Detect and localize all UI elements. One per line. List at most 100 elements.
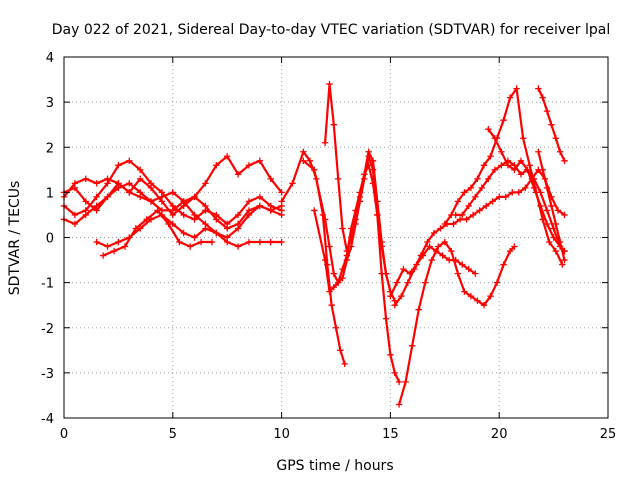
data-point <box>454 270 462 277</box>
data-point <box>467 184 475 192</box>
data-point <box>234 243 242 250</box>
data-point <box>450 220 457 228</box>
data-point <box>415 306 422 313</box>
data-point <box>535 148 542 155</box>
data-point <box>115 238 122 246</box>
data-point <box>278 238 285 246</box>
data-point <box>526 162 533 169</box>
data-point <box>517 171 525 178</box>
data-point <box>341 360 348 368</box>
data-point <box>93 202 100 210</box>
data-point <box>71 220 79 228</box>
data-point <box>539 94 546 101</box>
data-point <box>180 211 187 219</box>
data-point <box>289 180 296 187</box>
data-point <box>400 265 407 273</box>
data-point <box>330 121 338 128</box>
data-point <box>491 166 499 174</box>
data-point <box>115 180 122 187</box>
series-line <box>389 245 477 298</box>
data-point <box>487 292 494 300</box>
data-point <box>328 301 335 309</box>
data-point <box>82 175 89 183</box>
data-point <box>213 216 220 223</box>
data-point <box>169 189 176 196</box>
data-point <box>454 198 462 205</box>
data-point <box>474 297 481 304</box>
data-point <box>513 85 520 92</box>
data-point <box>369 157 377 164</box>
data-point <box>556 148 564 155</box>
data-point <box>548 121 555 128</box>
data-point <box>143 216 150 223</box>
data-point <box>456 216 464 223</box>
data-point <box>428 256 435 264</box>
data-point <box>104 193 111 201</box>
data-point <box>519 135 527 142</box>
data-point <box>539 166 546 174</box>
data-point <box>426 243 433 250</box>
data-point <box>374 211 381 219</box>
data-point <box>404 279 412 286</box>
data-point <box>224 238 231 246</box>
series-group <box>391 166 568 309</box>
y-tick-label: 4 <box>46 51 54 66</box>
data-point <box>543 184 551 192</box>
data-point <box>339 265 346 273</box>
data-point <box>459 261 466 268</box>
data-point <box>311 207 318 214</box>
data-point <box>326 243 333 250</box>
data-point <box>208 238 216 246</box>
data-point <box>82 211 89 219</box>
data-point <box>489 198 496 205</box>
data-point <box>480 301 488 309</box>
series-group <box>321 80 394 295</box>
data-point <box>472 193 479 201</box>
data-point <box>552 247 559 255</box>
chart-title: Day 022 of 2021, Sidereal Day-to-day VTE… <box>52 22 610 38</box>
data-point <box>326 288 333 295</box>
data-point <box>267 238 274 246</box>
data-point <box>391 369 398 377</box>
data-point <box>550 225 557 232</box>
data-point <box>104 175 111 183</box>
data-point <box>126 189 133 196</box>
data-point <box>330 283 338 291</box>
data-point <box>382 315 390 322</box>
data-point <box>278 211 285 219</box>
data-point <box>382 270 390 277</box>
grid <box>64 57 608 418</box>
data-point <box>321 216 329 223</box>
x-tick-label: 15 <box>382 427 399 442</box>
data-point <box>422 279 429 286</box>
series-group <box>452 157 568 255</box>
data-point <box>278 189 285 196</box>
data-point <box>234 171 242 178</box>
data-point <box>561 157 568 164</box>
data-point <box>441 238 448 246</box>
data-point <box>300 148 307 155</box>
data-point <box>537 189 544 196</box>
data-point <box>306 157 314 164</box>
x-axis-label: GPS time / hours <box>276 458 393 474</box>
data-point <box>478 184 485 192</box>
data-point <box>476 207 483 214</box>
data-point <box>524 166 531 174</box>
data-point <box>202 202 209 210</box>
data-point <box>365 162 372 169</box>
data-point <box>352 216 359 223</box>
data-point <box>267 207 274 214</box>
data-point <box>561 211 568 219</box>
data-point <box>461 189 468 196</box>
data-point <box>343 247 351 255</box>
data-point <box>452 211 459 219</box>
data-point <box>459 211 466 219</box>
series-group <box>387 243 479 300</box>
x-tick-label: 5 <box>169 427 177 442</box>
data-point <box>104 243 111 250</box>
series-group <box>535 148 568 264</box>
data-point <box>498 162 505 169</box>
data-point <box>552 135 559 142</box>
data-point <box>126 180 133 187</box>
data-point <box>180 198 187 205</box>
